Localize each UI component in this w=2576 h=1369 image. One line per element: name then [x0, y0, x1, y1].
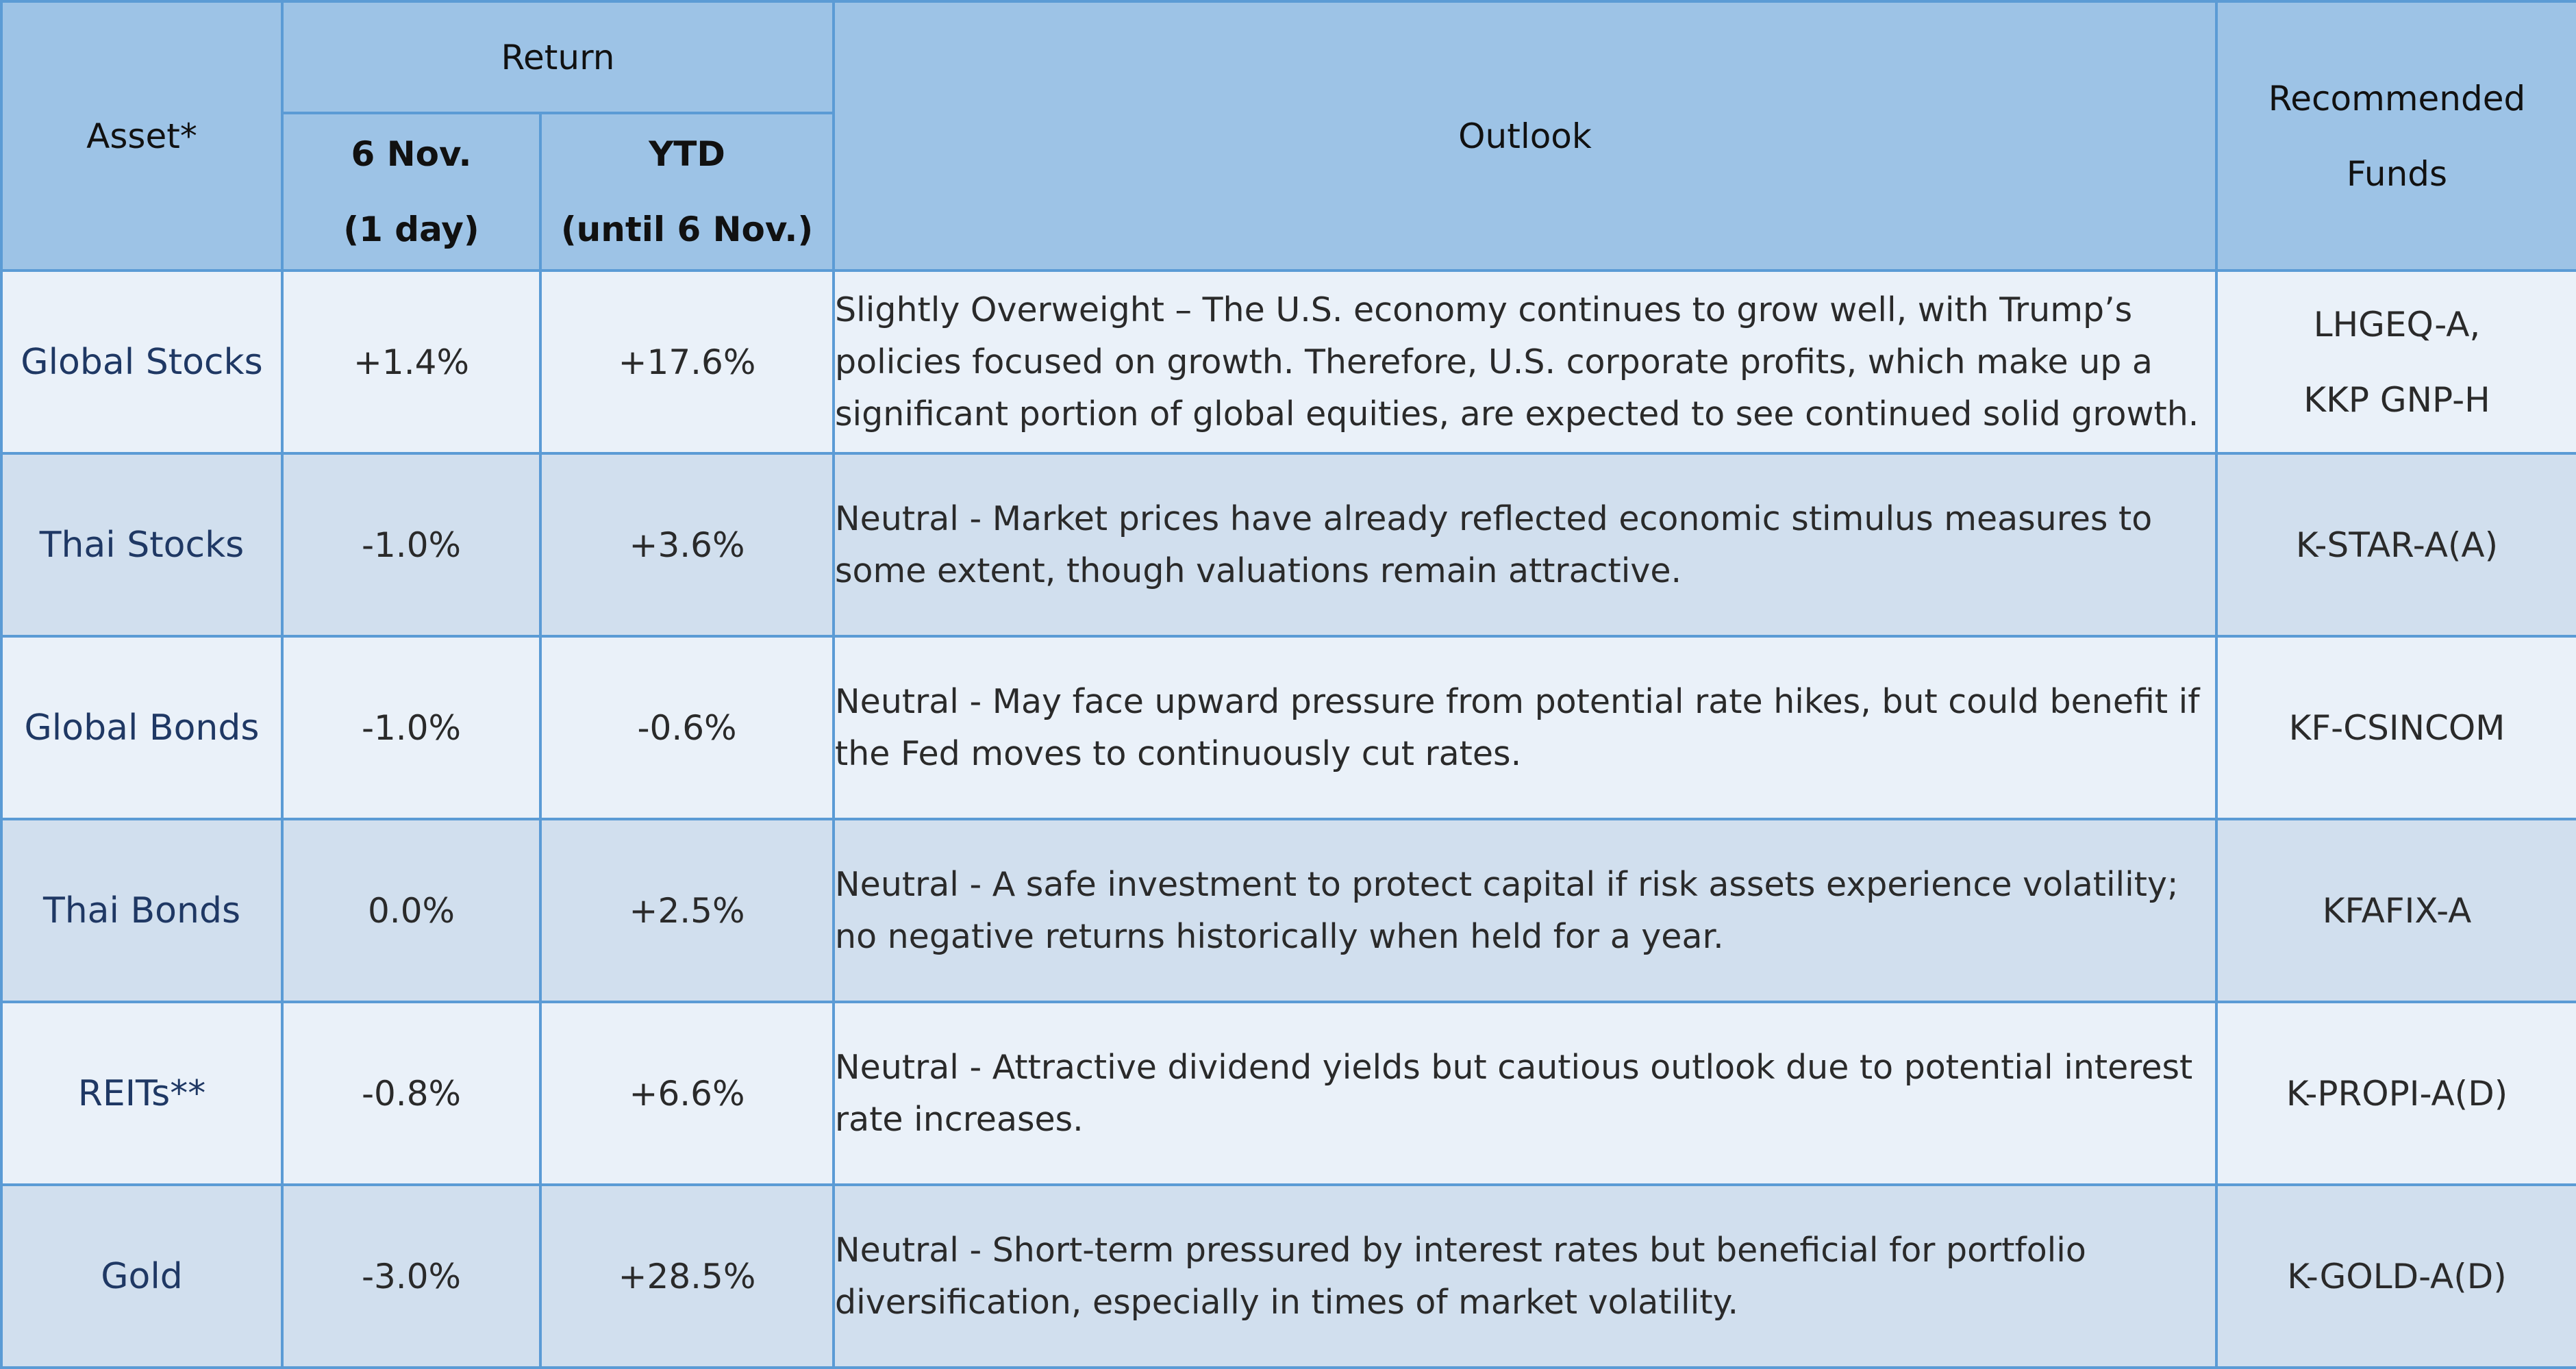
recommended-funds: LHGEQ-A, KKP GNP-H — [2215, 269, 2576, 455]
table-row: Global Bonds -1.0% -0.6% Neutral - May f… — [0, 635, 2576, 820]
table-row: Global Stocks +1.4% +17.6% Slightly Over… — [0, 269, 2576, 455]
fund-line2: KKP GNP-H — [2303, 379, 2490, 420]
day-return: -3.0% — [281, 1183, 542, 1369]
header-asset: Asset* — [0, 0, 284, 272]
ytd-return: -0.6% — [538, 635, 836, 820]
asset-name: REITs** — [0, 1001, 284, 1186]
header-funds-line2: Funds — [2346, 153, 2448, 194]
outlook-text: Slightly Overweight – The U.S. economy c… — [832, 269, 2218, 455]
ytd-return: +2.5% — [538, 818, 836, 1003]
table-row: Thai Bonds 0.0% +2.5% Neutral - A safe i… — [0, 818, 2576, 1003]
day-return: 0.0% — [281, 818, 542, 1003]
header-ytd-line2: (until 6 Nov.) — [560, 210, 814, 249]
table-row: Thai Stocks -1.0% +3.6% Neutral - Market… — [0, 452, 2576, 638]
ytd-return: +3.6% — [538, 452, 836, 638]
outlook-text: Neutral - May face upward pressure from … — [832, 635, 2218, 820]
day-return: +1.4% — [281, 269, 542, 455]
outlook-text: Neutral - Short-term pressured by intere… — [832, 1183, 2218, 1369]
recommended-funds: K-PROPI-A(D) — [2215, 1001, 2576, 1186]
table-row: REITs** -0.8% +6.6% Neutral - Attractive… — [0, 1001, 2576, 1186]
recommended-funds: KFAFIX-A — [2215, 818, 2576, 1003]
header-ytd-return: YTD (until 6 Nov.) — [538, 112, 836, 272]
fund-line1: LHGEQ-A, — [2313, 304, 2481, 344]
outlook-text: Neutral - Market prices have already ref… — [832, 452, 2218, 638]
outlook-text: Neutral - A safe investment to protect c… — [832, 818, 2218, 1003]
fund-line1: K-GOLD-A(D) — [2287, 1256, 2507, 1296]
recommended-funds: K-STAR-A(A) — [2215, 452, 2576, 638]
outlook-text: Neutral - Attractive dividend yields but… — [832, 1001, 2218, 1186]
table-header: Asset* Return Outlook Recommended Funds … — [0, 0, 2576, 272]
header-day-line2: (1 day) — [343, 210, 479, 249]
day-return: -1.0% — [281, 635, 542, 820]
asset-name: Thai Bonds — [0, 818, 284, 1003]
fund-line1: K-STAR-A(A) — [2295, 525, 2499, 565]
header-ytd-line1: YTD — [649, 134, 725, 174]
fund-line1: KFAFIX-A — [2322, 890, 2472, 931]
header-day-return: 6 Nov. (1 day) — [281, 112, 542, 272]
header-recommended-funds: Recommended Funds — [2215, 0, 2576, 272]
asset-name: Gold — [0, 1183, 284, 1369]
recommended-funds: K-GOLD-A(D) — [2215, 1183, 2576, 1369]
header-return: Return — [280, 0, 836, 114]
day-return: -0.8% — [281, 1001, 542, 1186]
ytd-return: +6.6% — [538, 1001, 836, 1186]
header-day-line1: 6 Nov. — [351, 134, 472, 174]
asset-name: Global Stocks — [0, 269, 284, 455]
header-outlook: Outlook — [832, 0, 2218, 272]
day-return: -1.0% — [281, 452, 542, 638]
ytd-return: +17.6% — [538, 269, 836, 455]
asset-name: Thai Stocks — [0, 452, 284, 638]
header-funds-line1: Recommended — [2268, 78, 2526, 118]
fund-line1: K-PROPI-A(D) — [2286, 1073, 2508, 1114]
fund-line1: KF-CSINCOM — [2288, 707, 2505, 748]
table-row: Gold -3.0% +28.5% Neutral - Short-term p… — [0, 1183, 2576, 1369]
table-body: Global Stocks +1.4% +17.6% Slightly Over… — [0, 269, 2576, 1369]
ytd-return: +28.5% — [538, 1183, 836, 1369]
asset-name: Global Bonds — [0, 635, 284, 820]
recommended-funds: KF-CSINCOM — [2215, 635, 2576, 820]
